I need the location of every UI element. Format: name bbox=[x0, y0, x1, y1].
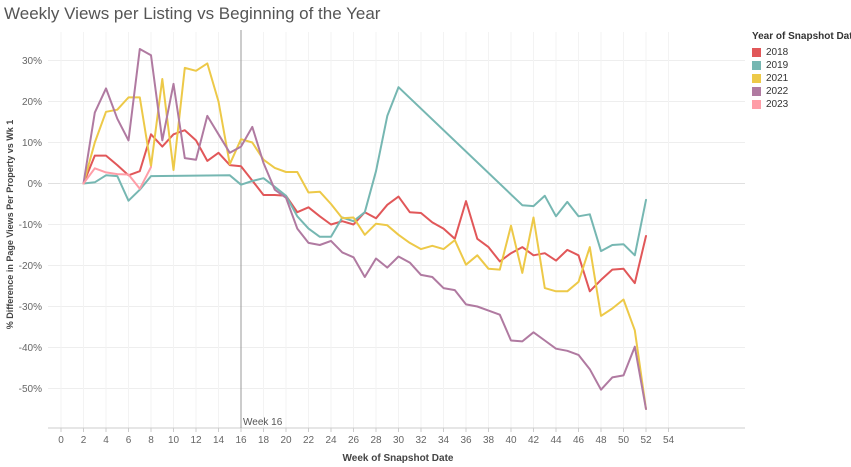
x-tick-label: 54 bbox=[663, 435, 675, 446]
x-tick-label: 36 bbox=[460, 435, 472, 446]
x-tick-label: 34 bbox=[438, 435, 450, 446]
legend-swatch bbox=[752, 74, 761, 83]
legend-swatch bbox=[752, 100, 761, 109]
y-tick-label: 10% bbox=[22, 138, 42, 149]
x-tick-label: 8 bbox=[148, 435, 154, 446]
y-tick-label: -20% bbox=[19, 261, 42, 272]
x-tick-label: 16 bbox=[235, 435, 247, 446]
series-lines bbox=[82, 48, 647, 410]
x-tick-label: 52 bbox=[640, 435, 652, 446]
axes: % Difference in Page Views Per Property … bbox=[5, 56, 745, 464]
x-tick-label: 50 bbox=[618, 435, 630, 446]
x-tick-label: 26 bbox=[348, 435, 360, 446]
x-tick-label: 20 bbox=[280, 435, 292, 446]
y-tick-label: 20% bbox=[22, 97, 42, 108]
x-tick-label: 42 bbox=[528, 435, 540, 446]
x-tick-label: 30 bbox=[393, 435, 405, 446]
x-tick-label: 0 bbox=[58, 435, 64, 446]
legend: Year of Snapshot Date 2018 2019 2021 2022 20… bbox=[752, 31, 851, 111]
legend-label: 2018 bbox=[766, 47, 789, 58]
x-tick-label: 40 bbox=[505, 435, 517, 446]
y-tick-label: 0% bbox=[28, 179, 43, 190]
legend-item-2021[interactable]: 2021 bbox=[752, 72, 851, 85]
legend-label: 2022 bbox=[766, 86, 789, 97]
legend-item-2023[interactable]: 2023 bbox=[752, 98, 851, 111]
legend-item-2022[interactable]: 2022 bbox=[752, 85, 851, 98]
x-tick-label: 24 bbox=[325, 435, 337, 446]
legend-swatch bbox=[752, 48, 761, 57]
x-tick-label: 12 bbox=[190, 435, 202, 446]
series-line-2022 bbox=[82, 48, 647, 410]
x-tick-label: 22 bbox=[303, 435, 315, 446]
legend-swatch bbox=[752, 61, 761, 70]
series-line-2023 bbox=[82, 166, 152, 190]
x-tick-label: 46 bbox=[573, 435, 585, 446]
series-line-2021 bbox=[82, 62, 647, 410]
legend-items: 2018 2019 2021 2022 2023 bbox=[752, 46, 851, 111]
y-tick-label: -30% bbox=[19, 302, 42, 313]
x-axis-label: Week of Snapshot Date bbox=[343, 453, 454, 464]
x-tick-label: 18 bbox=[258, 435, 270, 446]
y-tick-label: -40% bbox=[19, 343, 42, 354]
chart-title: Weekly Views per Listing vs Beginning of… bbox=[4, 4, 381, 23]
x-tick-label: 48 bbox=[595, 435, 607, 446]
reference-line: Week 16 bbox=[240, 30, 283, 428]
x-tick-label: 4 bbox=[103, 435, 109, 446]
legend-item-2018[interactable]: 2018 bbox=[752, 46, 851, 59]
x-tick-label: 44 bbox=[550, 435, 562, 446]
x-tick-label: 14 bbox=[213, 435, 225, 446]
x-tick-label: 6 bbox=[126, 435, 132, 446]
y-tick-label: -50% bbox=[19, 384, 42, 395]
x-tick-label: 38 bbox=[483, 435, 495, 446]
y-tick-label: 30% bbox=[22, 56, 42, 67]
x-tick-label: 2 bbox=[81, 435, 87, 446]
legend-item-2019[interactable]: 2019 bbox=[752, 59, 851, 72]
legend-label: 2021 bbox=[766, 73, 789, 84]
legend-title: Year of Snapshot Date bbox=[752, 31, 851, 42]
y-axis-label: % Difference in Page Views Per Property … bbox=[5, 120, 15, 329]
y-tick-label: -10% bbox=[19, 220, 42, 231]
week-16-label: Week 16 bbox=[243, 417, 283, 428]
series-line-2019 bbox=[82, 86, 647, 257]
x-tick-label: 32 bbox=[415, 435, 427, 446]
x-tick-label: 10 bbox=[168, 435, 180, 446]
legend-swatch bbox=[752, 87, 761, 96]
legend-label: 2023 bbox=[766, 99, 789, 110]
legend-label: 2019 bbox=[766, 60, 789, 71]
x-tick-label: 28 bbox=[370, 435, 382, 446]
